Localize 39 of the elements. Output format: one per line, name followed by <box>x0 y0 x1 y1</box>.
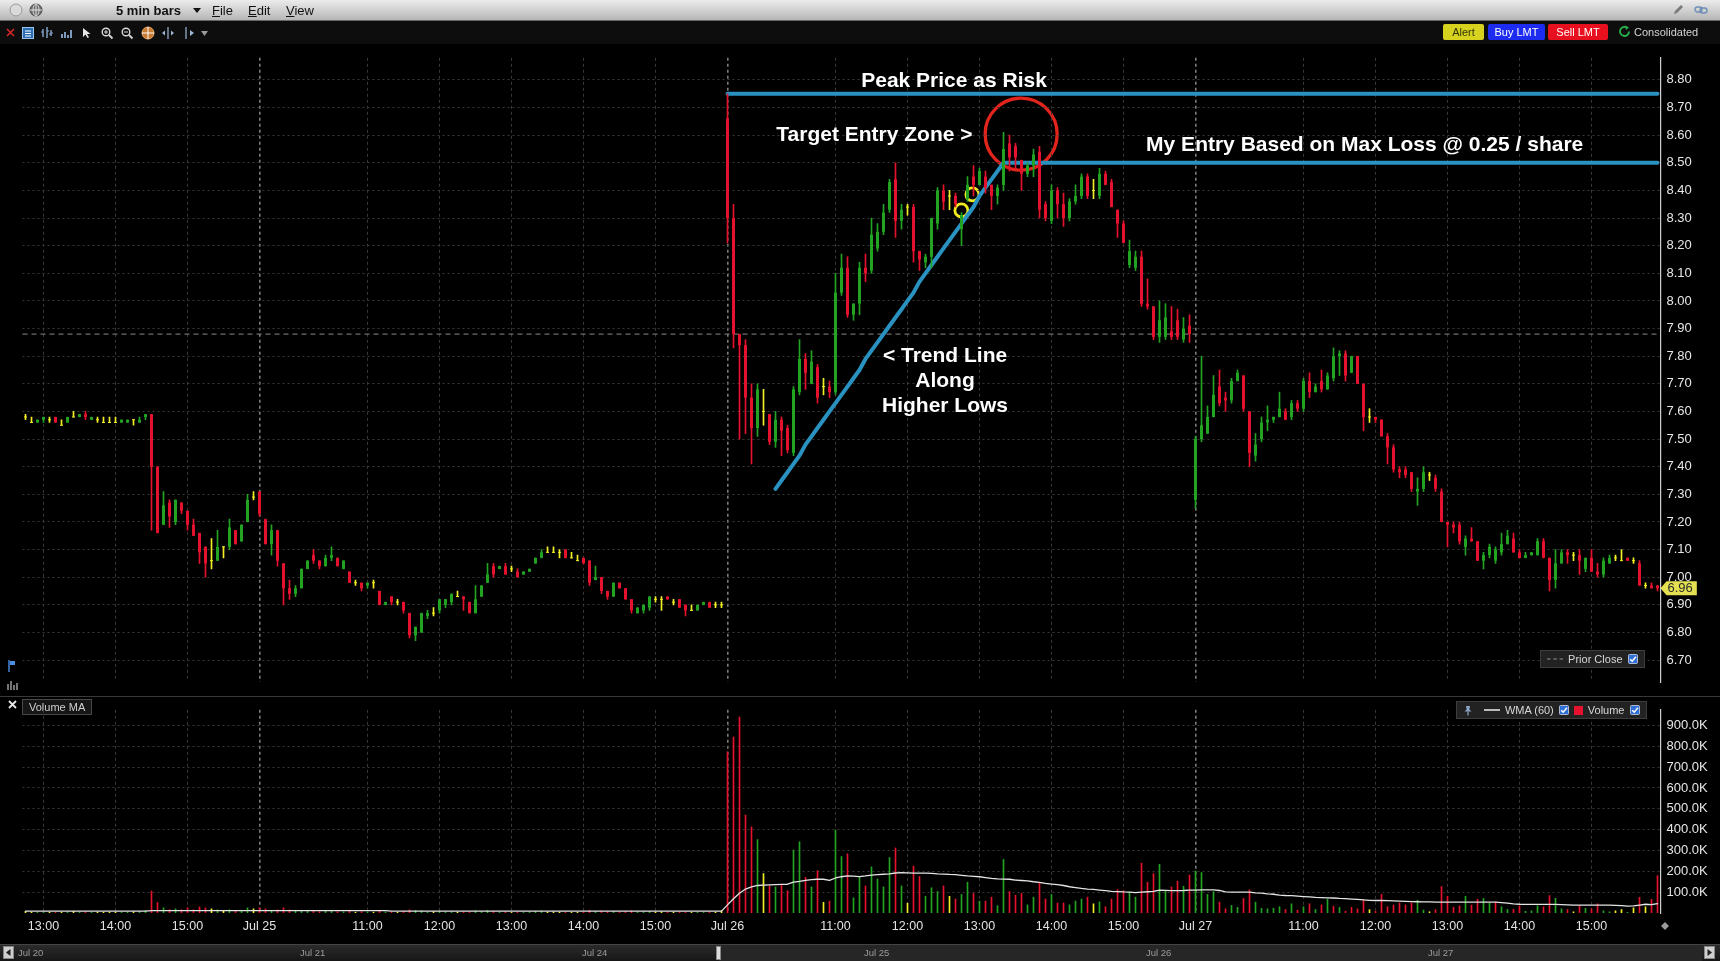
x-tick-label: 15:00 <box>171 918 204 933</box>
x-tick-label: 13:00 <box>495 918 528 933</box>
text: Jul 25 <box>864 947 890 958</box>
x-tick-label: 13:00 <box>27 918 60 933</box>
text: Jul 24 <box>582 947 608 958</box>
x-tick-label: 14:00 <box>99 918 132 933</box>
y-tick-label: 900.0K <box>1666 717 1709 733</box>
chart-title: Volume MA <box>22 699 93 715</box>
x-tick-label: 14:00 <box>567 918 600 933</box>
x-tick-label: 14:00 <box>1503 918 1536 933</box>
y-tick-label: 600.0K <box>1666 779 1709 795</box>
y-tick-label: 500.0K <box>1666 800 1709 816</box>
x-tick-label: 12:00 <box>891 918 924 933</box>
x-tick-label: 13:00 <box>1431 918 1464 933</box>
x-tick-label: 14:00 <box>1035 918 1068 933</box>
y-tick-label: 200.0K <box>1666 862 1709 878</box>
x-tick-label: Jul 27 <box>1178 918 1213 933</box>
y-tick-label: 100.0K <box>1666 883 1709 899</box>
text: Jul 27 <box>1428 947 1454 958</box>
legend-label: WMA (60) <box>1504 704 1554 716</box>
text: Jul 26 <box>1146 947 1172 958</box>
x-tick-label: 11:00 <box>352 918 383 933</box>
text: Jul 20 <box>18 947 44 958</box>
x-tick-label: 15:00 <box>1107 918 1140 933</box>
y-tick-label: 700.0K <box>1666 758 1709 774</box>
y-tick-label: 400.0K <box>1666 821 1709 837</box>
x-tick-label: 12:00 <box>1359 918 1392 933</box>
y-tick-label: 800.0K <box>1666 737 1709 753</box>
x-tick-label: 15:00 <box>639 918 672 933</box>
x-tick-label: 15:00 <box>1575 918 1608 933</box>
text: Jul 21 <box>300 947 326 958</box>
x-tick-label: 13:00 <box>963 918 996 933</box>
x-tick-label: 11:00 <box>1288 918 1319 933</box>
x-tick-label: Jul 26 <box>710 918 745 933</box>
x-tick-label: 11:00 <box>820 918 851 933</box>
x-tick-label: Jul 25 <box>242 918 277 933</box>
x-tick-label: 12:00 <box>423 918 456 933</box>
legend-label: Volume <box>1587 704 1625 716</box>
y-tick-label: 300.0K <box>1666 842 1709 858</box>
